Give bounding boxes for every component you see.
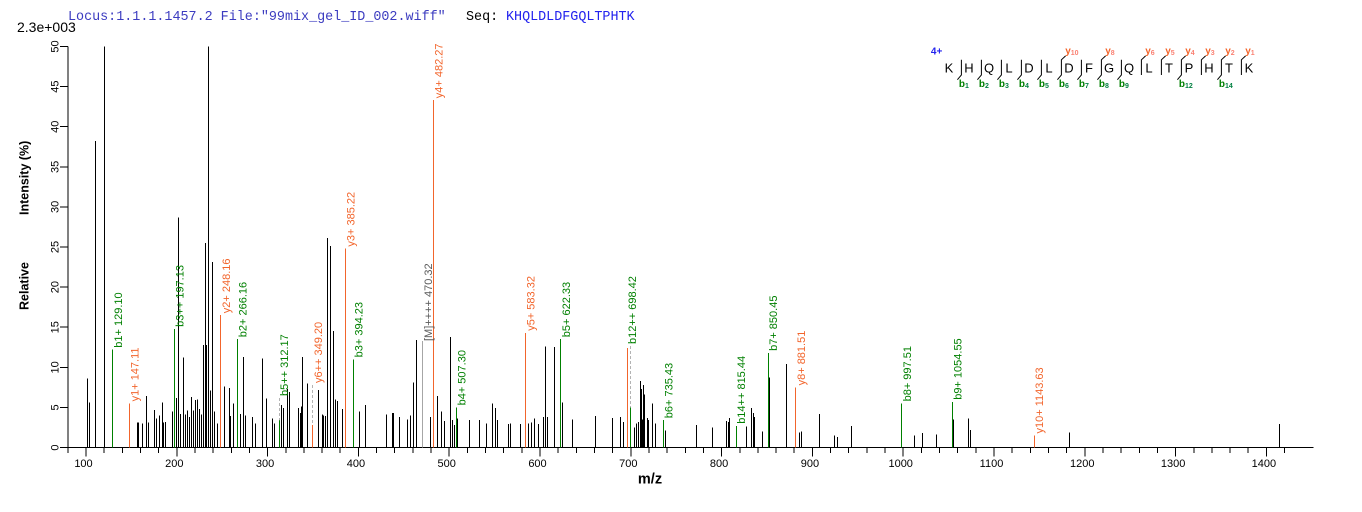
svg-text:y4+ 482.27: y4+ 482.27 <box>434 43 446 98</box>
svg-text:y5+ 583.32: y5+ 583.32 <box>525 276 537 331</box>
svg-text:700: 700 <box>619 458 637 470</box>
svg-text:y3: y3 <box>1205 46 1215 57</box>
svg-text:F: F <box>1085 60 1093 75</box>
svg-text:y6++ 349.20: y6++ 349.20 <box>313 322 325 383</box>
svg-text:P: P <box>1185 60 1194 75</box>
svg-text:Relative: Relative <box>18 262 32 310</box>
svg-text:b6: b6 <box>1059 79 1069 90</box>
svg-text:y1+ 147.11: y1+ 147.11 <box>129 347 141 401</box>
svg-text:D: D <box>1024 60 1033 75</box>
svg-text:KHQLDLDFGQLTPHTK: KHQLDLDFGQLTPHTK <box>506 10 636 25</box>
svg-text:b4: b4 <box>1019 79 1029 90</box>
svg-text:35: 35 <box>50 161 62 173</box>
svg-text:200: 200 <box>165 458 183 470</box>
svg-text:Q: Q <box>984 60 994 75</box>
svg-text:b6+ 735.43: b6+ 735.43 <box>664 363 676 418</box>
svg-text:y6: y6 <box>1145 46 1155 57</box>
svg-text:y8+ 881.51: y8+ 881.51 <box>796 331 808 386</box>
svg-text:400: 400 <box>347 458 365 470</box>
svg-text:1300: 1300 <box>1161 458 1185 470</box>
svg-text:H: H <box>1204 60 1213 75</box>
svg-text:b14: b14 <box>1219 79 1233 90</box>
svg-text:40: 40 <box>50 121 62 133</box>
svg-text:1200: 1200 <box>1070 458 1094 470</box>
svg-text:b3: b3 <box>999 79 1009 90</box>
svg-text:D: D <box>1064 60 1073 75</box>
svg-text:K: K <box>1245 60 1254 75</box>
svg-text:900: 900 <box>801 458 819 470</box>
svg-text:2.3e+003: 2.3e+003 <box>17 19 76 35</box>
svg-text:Seq:: Seq: <box>466 10 498 25</box>
svg-text:b3+ 394.23: b3+ 394.23 <box>354 302 366 357</box>
svg-text:15: 15 <box>50 321 62 333</box>
svg-text:Q: Q <box>1124 60 1134 75</box>
svg-text:b5++ 312.17: b5++ 312.17 <box>279 334 291 396</box>
svg-text:y10+ 1143.63: y10+ 1143.63 <box>1034 367 1046 433</box>
svg-text:b14++ 815.44: b14++ 815.44 <box>736 356 748 424</box>
svg-text:b7+ 850.45: b7+ 850.45 <box>768 296 780 351</box>
svg-text:Intensity (%): Intensity (%) <box>18 141 32 215</box>
svg-text:4+: 4+ <box>931 47 943 58</box>
svg-text:50: 50 <box>50 40 62 52</box>
svg-text:H: H <box>964 60 973 75</box>
svg-text:y8: y8 <box>1105 46 1115 57</box>
svg-text:1400: 1400 <box>1252 458 1276 470</box>
svg-text:L: L <box>1145 60 1152 75</box>
svg-text:L: L <box>1005 60 1012 75</box>
svg-text:Locus:1.1.1.1457.2 File:"99mix: Locus:1.1.1.1457.2 File:"99mix_gel_ID_00… <box>68 10 446 25</box>
svg-text:30: 30 <box>50 201 62 213</box>
svg-text:T: T <box>1225 60 1233 75</box>
svg-text:500: 500 <box>438 458 456 470</box>
svg-text:K: K <box>945 60 954 75</box>
svg-text:b8: b8 <box>1099 79 1109 90</box>
svg-text:b2+ 266.16: b2+ 266.16 <box>237 282 249 337</box>
svg-text:b7: b7 <box>1079 79 1089 90</box>
svg-text:y3+ 385.22: y3+ 385.22 <box>346 192 358 247</box>
svg-text:y10: y10 <box>1065 46 1078 57</box>
svg-text:T: T <box>1165 60 1173 75</box>
svg-text:b2: b2 <box>979 79 989 90</box>
svg-text:b5+ 622.33: b5+ 622.33 <box>561 282 573 337</box>
svg-text:100: 100 <box>74 458 92 470</box>
svg-text:y2+ 248.16: y2+ 248.16 <box>221 258 233 313</box>
svg-text:y5: y5 <box>1165 46 1175 57</box>
svg-text:20: 20 <box>50 281 62 293</box>
svg-text:5: 5 <box>50 404 62 410</box>
svg-text:y1: y1 <box>1245 46 1255 57</box>
svg-text:b4+ 507.30: b4+ 507.30 <box>456 350 468 405</box>
svg-text:y2: y2 <box>1225 46 1235 57</box>
svg-text:b12++ 698.42: b12++ 698.42 <box>627 276 639 344</box>
svg-text:1000: 1000 <box>888 458 912 470</box>
svg-text:1100: 1100 <box>980 458 1004 470</box>
svg-text:b12: b12 <box>1179 79 1193 90</box>
svg-text:600: 600 <box>528 458 546 470</box>
svg-text:800: 800 <box>710 458 728 470</box>
svg-text:10: 10 <box>50 361 62 373</box>
svg-text:b3++ 197.13: b3++ 197.13 <box>175 265 187 327</box>
svg-text:y4: y4 <box>1185 46 1195 57</box>
svg-text:b9+ 1054.55: b9+ 1054.55 <box>952 338 964 399</box>
svg-text:25: 25 <box>50 241 62 253</box>
svg-text:[M]++++ 470.32: [M]++++ 470.32 <box>423 263 435 341</box>
svg-text:0: 0 <box>50 444 62 450</box>
svg-text:L: L <box>1045 60 1052 75</box>
svg-text:300: 300 <box>256 458 274 470</box>
svg-text:b1+ 129.10: b1+ 129.10 <box>113 292 125 347</box>
svg-text:b1: b1 <box>959 79 969 90</box>
svg-text:b5: b5 <box>1039 79 1049 90</box>
svg-text:m/z: m/z <box>638 472 662 488</box>
svg-text:G: G <box>1104 60 1114 75</box>
svg-text:b8+ 997.51: b8+ 997.51 <box>902 346 914 401</box>
svg-text:b9: b9 <box>1119 79 1129 90</box>
svg-text:45: 45 <box>50 80 62 92</box>
